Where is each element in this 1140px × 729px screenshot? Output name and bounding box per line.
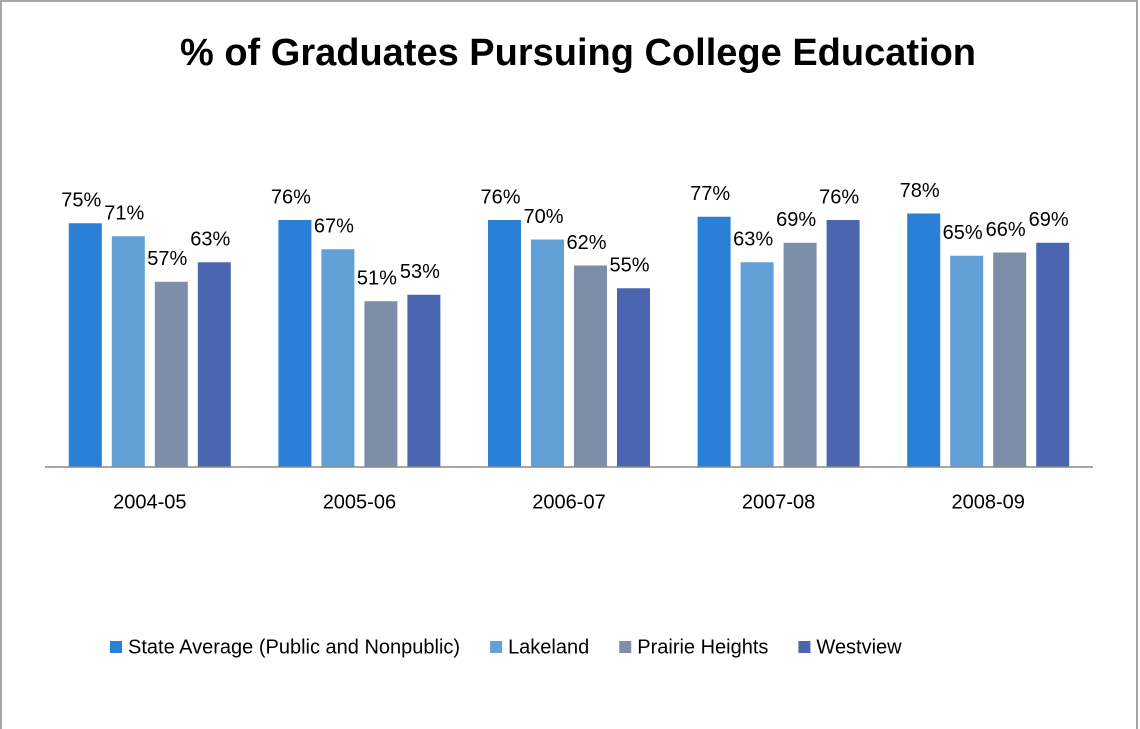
bar bbox=[278, 220, 312, 467]
legend-swatch bbox=[490, 641, 503, 653]
data-label: 76% bbox=[271, 186, 311, 208]
data-label: 69% bbox=[776, 209, 816, 231]
data-label: 69% bbox=[1029, 209, 1069, 231]
bar bbox=[154, 281, 188, 467]
bar bbox=[783, 242, 817, 467]
bar bbox=[531, 239, 564, 467]
bar bbox=[407, 294, 441, 467]
x-tick-label: 2008-09 bbox=[951, 491, 1024, 513]
legend-swatch bbox=[798, 641, 811, 653]
data-label: 76% bbox=[819, 186, 859, 208]
data-label: 65% bbox=[943, 222, 983, 244]
legend-label: Lakeland bbox=[508, 636, 589, 658]
bar bbox=[68, 223, 102, 467]
data-label: 70% bbox=[523, 206, 563, 228]
data-label: 76% bbox=[480, 186, 520, 208]
legend-swatch bbox=[619, 641, 632, 653]
bar bbox=[574, 265, 607, 467]
bar bbox=[826, 220, 860, 467]
x-tick-label: 2004-05 bbox=[113, 491, 186, 513]
legend-swatch bbox=[110, 641, 122, 653]
legend-label: Prairie Heights bbox=[637, 636, 768, 658]
data-label: 63% bbox=[190, 229, 230, 251]
bar bbox=[617, 288, 650, 467]
bar bbox=[1036, 242, 1070, 467]
bar bbox=[111, 236, 145, 467]
data-label: 63% bbox=[733, 229, 773, 251]
bar bbox=[950, 255, 984, 467]
x-tick-label: 2007-08 bbox=[742, 491, 815, 513]
data-label: 53% bbox=[400, 261, 440, 283]
data-label: 62% bbox=[566, 232, 606, 254]
data-label: 67% bbox=[314, 216, 354, 238]
data-label: 66% bbox=[986, 219, 1026, 241]
bar bbox=[993, 252, 1027, 467]
data-label: 78% bbox=[900, 180, 940, 202]
bar bbox=[321, 249, 355, 467]
bar bbox=[907, 213, 941, 467]
x-tick-label: 2005-06 bbox=[323, 491, 396, 513]
data-label: 75% bbox=[61, 190, 101, 212]
data-label: 77% bbox=[690, 183, 730, 205]
data-label: 55% bbox=[609, 255, 649, 277]
bar bbox=[488, 220, 521, 467]
bar bbox=[697, 216, 731, 467]
data-label: 71% bbox=[104, 203, 144, 225]
legend-label: State Average (Public and Nonpublic) bbox=[128, 636, 460, 658]
legend-label: Westview bbox=[816, 636, 902, 658]
x-tick-label: 2006-07 bbox=[532, 491, 605, 513]
bar bbox=[197, 262, 231, 467]
data-label: 51% bbox=[357, 268, 397, 290]
bar bbox=[740, 262, 774, 467]
data-label: 57% bbox=[147, 248, 187, 270]
chart-title: % of Graduates Pursuing College Educatio… bbox=[180, 32, 976, 74]
bar bbox=[364, 301, 398, 467]
